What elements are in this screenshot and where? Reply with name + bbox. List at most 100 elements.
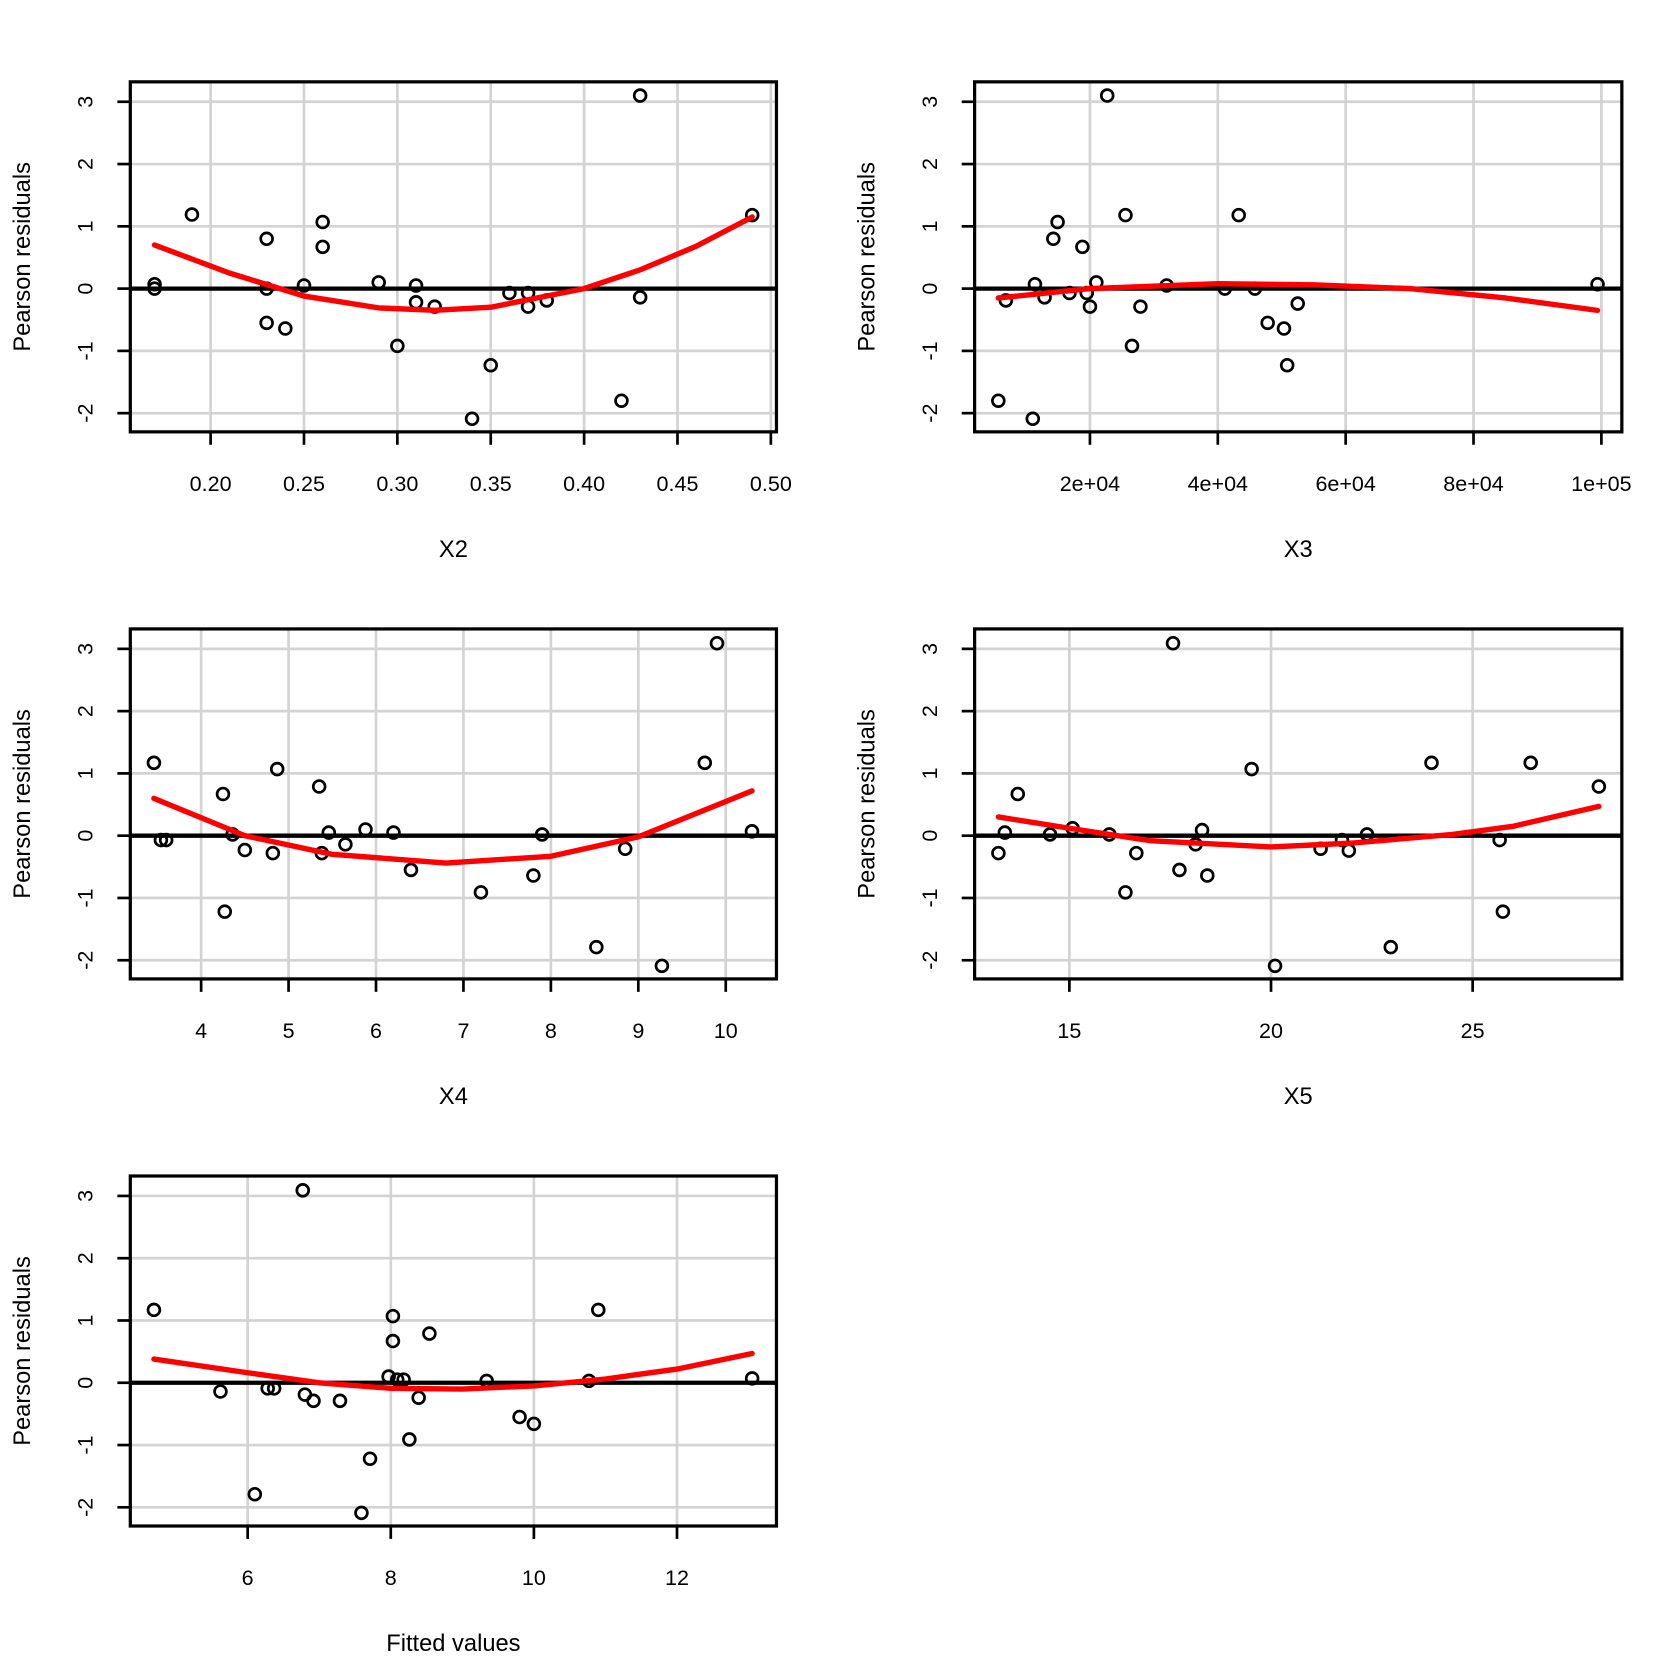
data-point <box>1260 315 1275 331</box>
x-tick-label: 15 <box>1057 1019 1081 1043</box>
data-point <box>146 755 162 771</box>
x-tick-label: 25 <box>1461 1019 1485 1043</box>
data-point <box>617 841 633 857</box>
y-tick-label: -2 <box>918 951 942 970</box>
data-point <box>1129 845 1144 861</box>
y-tick-label: 0 <box>74 1377 98 1389</box>
data-point <box>1118 885 1133 900</box>
plot-frame <box>128 627 779 981</box>
smooth-curve <box>995 803 1602 850</box>
y-tick-label: 2 <box>74 705 98 717</box>
y-tick-label: -2 <box>918 404 942 423</box>
data-point <box>589 939 604 955</box>
data-point <box>371 275 386 290</box>
data-point <box>534 827 550 842</box>
data-point <box>1495 904 1511 919</box>
data-point <box>403 862 419 878</box>
x-tick-label: 2e+04 <box>1060 472 1120 496</box>
x-tick-label: 12 <box>665 1566 689 1590</box>
data-point <box>1042 827 1058 842</box>
x-tick-label: 0.20 <box>190 472 232 496</box>
data-point <box>1124 338 1140 354</box>
data-point <box>1050 214 1065 230</box>
data-point <box>408 278 424 293</box>
data-point <box>237 842 253 858</box>
x-axis-label: X3 <box>1284 537 1313 563</box>
data-point <box>1200 868 1215 883</box>
data-point <box>1267 958 1283 974</box>
x-tick-label: 4e+04 <box>1188 472 1248 496</box>
panel-3: 4 5 6 7 8 9 10 -2 -1 0 1 2 3 X4 Pearson residuals <box>10 627 779 1110</box>
x-tick-label: 20 <box>1259 1019 1283 1043</box>
data-point <box>1591 779 1607 794</box>
x-axis-label: X5 <box>1284 1084 1313 1110</box>
data-point <box>358 822 373 837</box>
data-point <box>315 239 330 255</box>
data-point <box>147 276 162 292</box>
data-point <box>1231 207 1246 223</box>
data-point <box>502 285 517 301</box>
data-point <box>147 281 162 296</box>
data-point <box>1244 761 1259 777</box>
plot-frame <box>972 80 1624 434</box>
y-tick-label: 1 <box>918 767 942 779</box>
data-point <box>389 1372 405 1387</box>
data-point <box>184 207 200 222</box>
data-point <box>265 845 281 861</box>
x-tick-label: 0.50 <box>750 472 792 496</box>
data-point <box>315 214 330 230</box>
y-tick-label: 3 <box>74 96 98 108</box>
data-point <box>278 321 293 336</box>
data-point <box>311 779 327 794</box>
x-tick-label: 6 <box>370 1019 382 1043</box>
data-point <box>1194 822 1210 838</box>
data-point <box>332 1393 348 1409</box>
data-point <box>632 290 648 305</box>
data-point <box>295 1183 311 1198</box>
data-point <box>408 295 424 310</box>
data-point <box>744 824 760 839</box>
data-point <box>464 411 480 427</box>
data-point <box>591 1302 606 1318</box>
data-point <box>146 1302 162 1318</box>
data-point <box>1383 939 1399 955</box>
y-tick-label: 0 <box>918 830 942 842</box>
data-point <box>381 1369 396 1384</box>
data-point <box>1075 239 1090 255</box>
y-tick-label: 3 <box>918 643 942 655</box>
data-point <box>402 1432 417 1447</box>
x-tick-label: 10 <box>522 1566 546 1590</box>
data-point <box>1118 207 1133 223</box>
data-point <box>1290 296 1305 311</box>
y-tick-label: 2 <box>74 158 98 170</box>
data-point <box>483 357 499 373</box>
y-tick-label: 3 <box>918 96 942 108</box>
x-tick-label: 8e+04 <box>1443 472 1503 496</box>
data-point <box>385 1333 401 1349</box>
y-axis-label: Pearson residuals <box>854 709 880 899</box>
data-point <box>1133 299 1148 314</box>
data-point <box>1025 411 1041 427</box>
x-tick-label: 7 <box>457 1019 469 1043</box>
data-point <box>744 207 760 223</box>
x-tick-label: 0.45 <box>657 472 699 496</box>
y-tick-label: 1 <box>918 220 942 232</box>
data-point <box>1165 635 1181 651</box>
data-point <box>526 1416 542 1432</box>
data-point <box>259 231 274 247</box>
x-axis-label: Fitted values <box>386 1631 520 1657</box>
data-point <box>473 885 489 900</box>
data-point <box>709 635 725 651</box>
data-point <box>1341 843 1357 858</box>
plot-frame <box>972 627 1624 981</box>
smooth-curve <box>151 214 755 314</box>
y-tick-label: 2 <box>74 1252 98 1264</box>
y-tick-label: -1 <box>918 888 942 907</box>
data-point <box>362 1451 378 1467</box>
x-tick-label: 0.25 <box>283 472 325 496</box>
data-point <box>153 832 169 848</box>
y-tick-label: -1 <box>74 888 98 907</box>
data-point <box>1590 276 1605 292</box>
y-tick-label: -2 <box>74 1498 98 1517</box>
